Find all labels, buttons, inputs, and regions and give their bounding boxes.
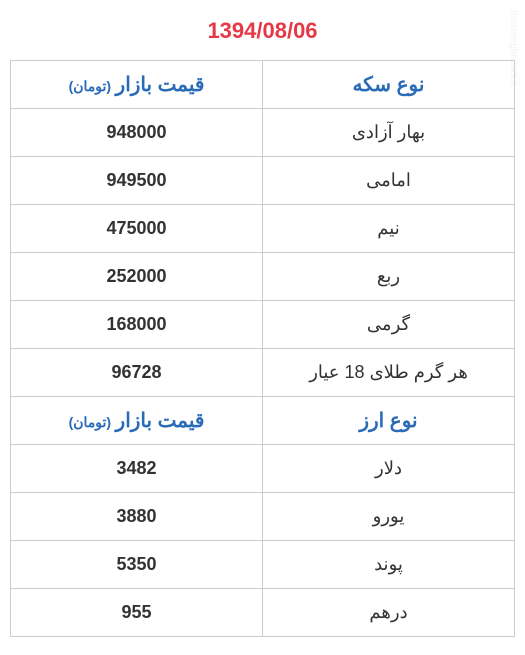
table-row: درهم 955 [11,589,515,637]
currency-name: یورو [263,493,515,541]
table-row: دلار 3482 [11,445,515,493]
coin-name: امامی [263,157,515,205]
coin-price: 475000 [11,205,263,253]
currency-header-row: نوع ارز قیمت بازار (تومان) [11,397,515,445]
currency-price-label: قیمت بازار [116,410,205,432]
currency-price-header: قیمت بازار (تومان) [11,397,263,445]
currency-price: 3880 [11,493,263,541]
price-table-container: 1394/08/06 نوع سکه قیمت بازار (تومان) به… [0,0,525,655]
coin-name: گرمی [263,301,515,349]
currency-name: پوند [263,541,515,589]
coins-price-header: قیمت بازار (تومان) [11,61,263,109]
coin-name: بهار آزادی [263,109,515,157]
coins-price-label: قیمت بازار [116,74,205,96]
currency-name: دلار [263,445,515,493]
watermark-text: mashreghnews.ir [508,10,519,86]
coins-header-row: نوع سکه قیمت بازار (تومان) [11,61,515,109]
price-table: نوع سکه قیمت بازار (تومان) بهار آزادی 94… [10,60,515,637]
table-row: گرمی 168000 [11,301,515,349]
currency-price: 955 [11,589,263,637]
table-row: پوند 5350 [11,541,515,589]
coin-name: نیم [263,205,515,253]
coin-price: 252000 [11,253,263,301]
coin-price: 949500 [11,157,263,205]
table-row: ربع 252000 [11,253,515,301]
table-row: هر گرم طلای 18 عیار 96728 [11,349,515,397]
date-header: 1394/08/06 [10,18,515,44]
table-row: امامی 949500 [11,157,515,205]
currency-name: درهم [263,589,515,637]
coin-price: 948000 [11,109,263,157]
table-row: یورو 3880 [11,493,515,541]
table-row: بهار آزادی 948000 [11,109,515,157]
coin-price: 96728 [11,349,263,397]
coins-type-header: نوع سکه [263,61,515,109]
coin-name: هر گرم طلای 18 عیار [263,349,515,397]
table-row: نیم 475000 [11,205,515,253]
currency-price-unit: (تومان) [69,414,112,430]
currency-type-header: نوع ارز [263,397,515,445]
coins-price-unit: (تومان) [69,78,112,94]
coin-price: 168000 [11,301,263,349]
currency-price: 5350 [11,541,263,589]
coin-name: ربع [263,253,515,301]
currency-price: 3482 [11,445,263,493]
